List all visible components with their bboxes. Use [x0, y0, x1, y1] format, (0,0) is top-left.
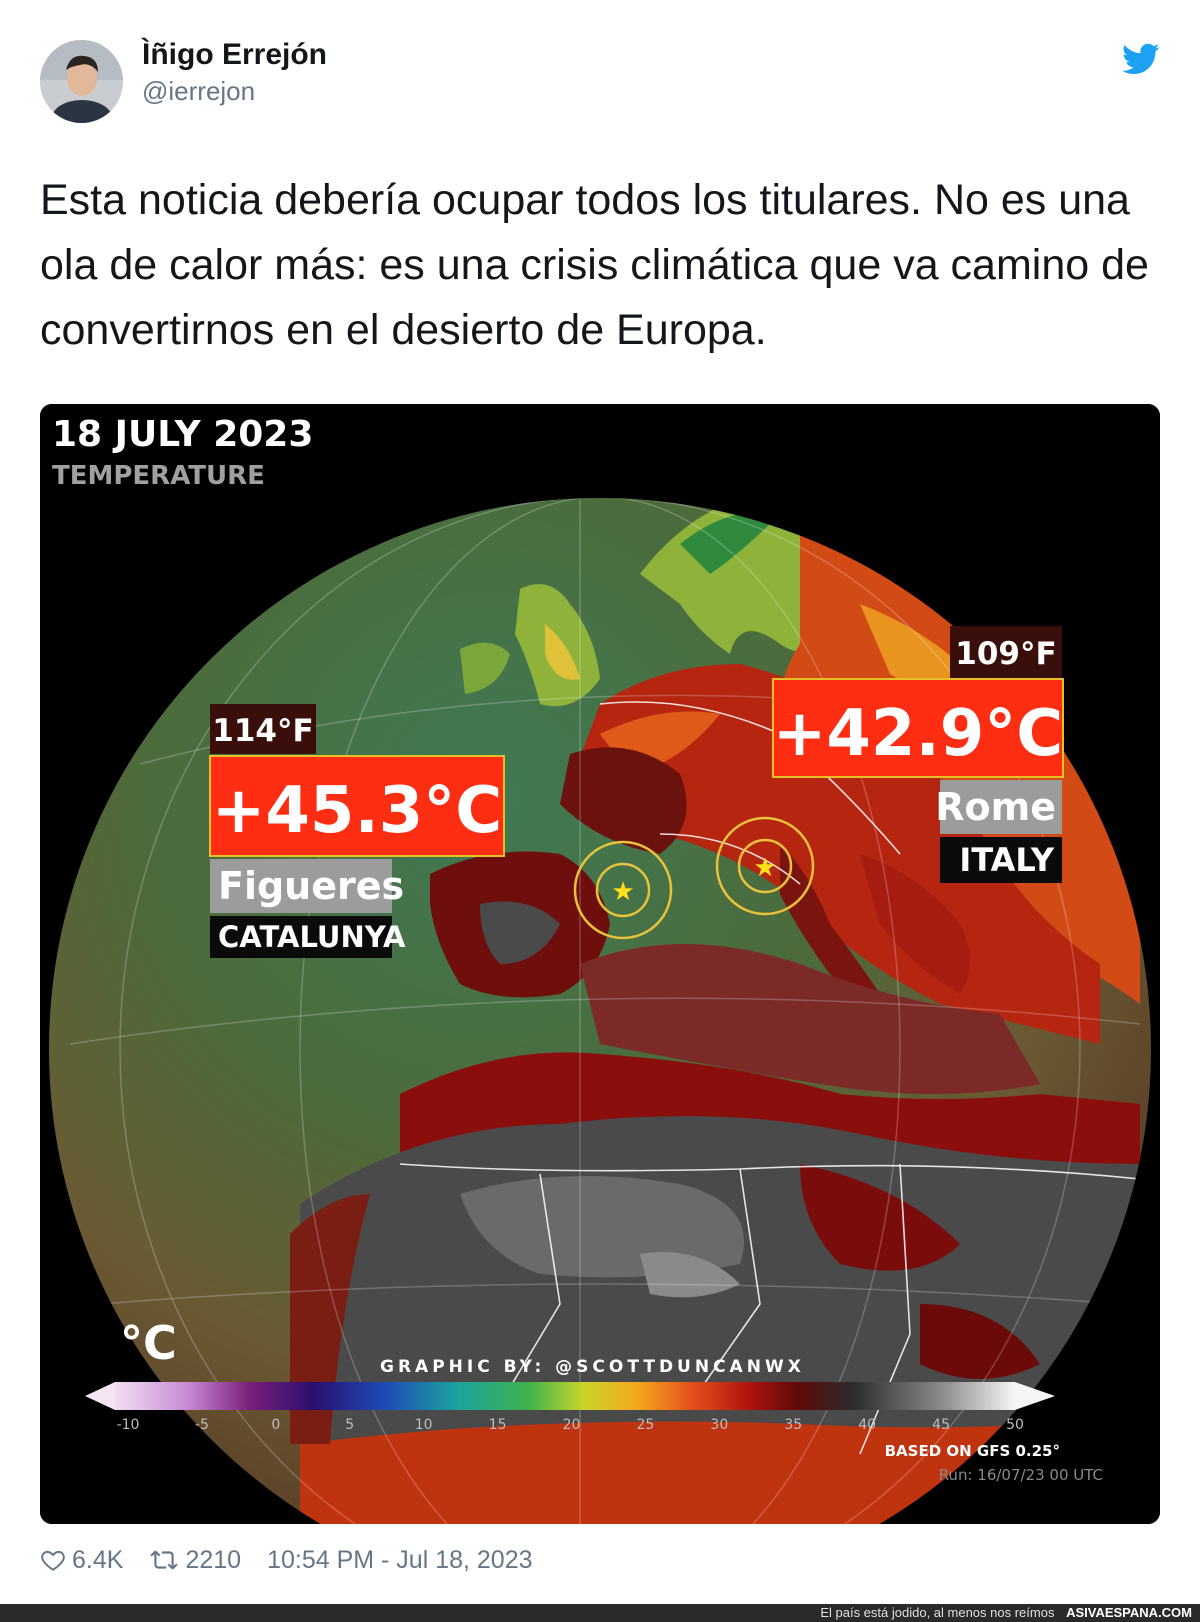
color-scale: -10 -5 0 5 10 15 20 25 30 35 40 45 50 — [85, 1382, 1055, 1433]
scale-tick-label: 5 — [345, 1417, 354, 1433]
label-rome: 109°F +42.9°C Rome ITALY — [772, 626, 1064, 883]
scale-tick-label: 35 — [784, 1417, 802, 1433]
scale-tick-label: 10 — [415, 1417, 433, 1433]
tweet-footer: 6.4K 2210 10:54 PM - Jul 18, 2023 — [40, 1540, 559, 1580]
like-count: 6.4K — [72, 1545, 124, 1574]
rome-region: ITALY — [959, 841, 1054, 879]
scale-tick-label: 40 — [858, 1417, 876, 1433]
site-bar: El país está jodido, al menos nos reímos… — [0, 1604, 1200, 1622]
scale-tick-label: 15 — [489, 1417, 507, 1433]
rome-celsius: +42.9°C — [773, 697, 1064, 771]
retweet-button[interactable]: 2210 — [149, 1546, 241, 1575]
label-figueres: 114°F +45.3°C Figueres CATALUNYA — [209, 704, 505, 958]
site-name[interactable]: ASIVAESPANA.COM — [1066, 1605, 1192, 1620]
site-tagline: El país está jodido, al menos nos reímos — [820, 1605, 1055, 1620]
tweet-text: Esta noticia debería ocupar todos los ti… — [40, 176, 1149, 354]
scale-tick-label: 50 — [1006, 1417, 1024, 1433]
twitter-bird-icon[interactable] — [1122, 40, 1160, 78]
retweet-icon — [150, 1550, 179, 1570]
figueres-region: CATALUNYA — [218, 920, 406, 954]
star-icon: ★ — [753, 853, 776, 883]
like-button[interactable]: 6.4K — [40, 1546, 123, 1575]
tweet-image[interactable]: 18 JULY 2023 TEMPERATURE ★ ★ 114°F +45.3… — [40, 404, 1160, 1524]
model-info: BASED ON GFS 0.25° — [885, 1442, 1060, 1460]
scale-tick-label: 30 — [710, 1417, 728, 1433]
avatar[interactable] — [40, 40, 123, 123]
marker-rome: ★ — [715, 816, 815, 916]
scale-tick-label: 0 — [271, 1417, 280, 1433]
rome-fahrenheit: 109°F — [955, 636, 1056, 672]
scale-tick-label: -5 — [195, 1417, 209, 1433]
heart-icon — [41, 1550, 65, 1571]
figueres-celsius: +45.3°C — [212, 774, 503, 848]
scale-tick-label: 20 — [563, 1417, 581, 1433]
scale-tick-label: -10 — [117, 1417, 140, 1433]
retweet-count: 2210 — [185, 1545, 242, 1574]
map-variable: TEMPERATURE — [52, 461, 265, 491]
run-info: Run: 16/07/23 00 UTC — [939, 1466, 1103, 1484]
timestamp[interactable]: 10:54 PM - Jul 18, 2023 — [267, 1545, 533, 1574]
figueres-city: Figueres — [218, 864, 404, 908]
rome-city: Rome — [935, 785, 1056, 829]
author-handle[interactable]: @ierrejon — [142, 76, 256, 106]
credit: GRAPHIC BY: @SCOTTDUNCANWX — [380, 1357, 805, 1377]
figueres-fahrenheit: 114°F — [212, 713, 313, 749]
globe — [48, 497, 1152, 1524]
author-name[interactable]: Ìñigo Errejón — [142, 38, 328, 71]
marker-figueres: ★ — [573, 840, 673, 940]
scale-tick-label: 25 — [637, 1417, 655, 1433]
unit-label: °C — [120, 1316, 177, 1370]
star-icon: ★ — [611, 877, 634, 907]
scale-tick-label: 45 — [932, 1417, 950, 1433]
map-date: 18 JULY 2023 — [52, 414, 313, 455]
